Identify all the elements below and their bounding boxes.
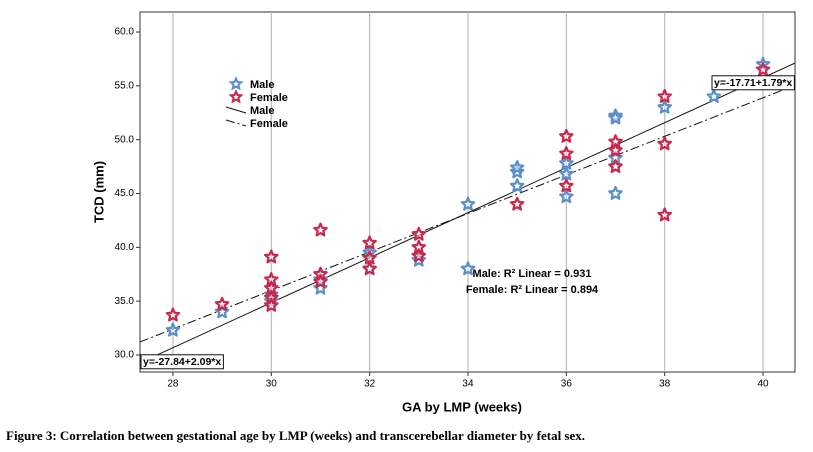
equation-box [140,354,224,370]
point [559,166,574,181]
point [313,222,328,237]
y-tick-label: 40.0 [115,242,135,253]
legend-label: Female [250,92,288,104]
point [362,261,377,276]
caption: Figure 3: Correlation between gestationa… [6,428,585,443]
point [657,99,672,114]
x-tick-label: 34 [462,379,474,390]
y-tick-label: 50.0 [115,134,135,145]
point [608,142,623,157]
point [559,128,574,143]
point [460,196,476,211]
fit-line [140,84,795,343]
x-tick-label: 30 [266,379,278,390]
point [264,249,279,264]
x-tick-label: 38 [659,379,671,390]
x-tick-label: 36 [561,379,573,390]
point [559,146,574,160]
point [411,248,427,263]
fit-line [140,62,795,364]
point [657,89,672,103]
point [559,178,574,193]
y-tick-label: 55.0 [115,80,135,91]
point [559,189,574,204]
point [755,62,771,77]
point [509,160,525,174]
point [362,250,377,265]
legend-line [225,106,247,114]
point [657,136,672,151]
r2-label: Female: R² Linear = 0.894 [466,284,599,296]
point [608,159,623,173]
point [411,226,427,241]
legend-label: Female [250,118,288,130]
x-tick-label: 32 [364,379,376,390]
point [460,261,476,276]
fit-equation: y=-17.71+1.79*x [714,77,792,89]
point [509,196,525,211]
point [706,89,722,103]
point [608,185,623,200]
point [214,296,230,311]
y-tick-label: 60.0 [115,27,135,38]
legend-label: Male [250,105,274,117]
legend-label: Male [250,79,274,91]
y-tick-label: 35.0 [115,296,135,307]
point [657,207,672,222]
fit-equation: y=-27.84+2.09*x [143,356,221,368]
point [362,235,377,250]
point [608,110,623,125]
x-tick-label: 28 [167,379,179,390]
legend-marker [228,75,244,91]
point [165,307,181,322]
point [509,178,525,193]
y-axis-label: TCD (mm) [91,161,106,223]
y-tick-label: 45.0 [115,188,135,199]
x-axis-label: GA by LMP (weeks) [402,399,522,414]
point [313,274,328,289]
point [165,322,181,337]
r2-label: Male: R² Linear = 0.931 [473,268,592,280]
x-tick-label: 40 [757,379,769,390]
legend-line [225,119,247,127]
legend-marker [228,88,244,104]
equation-box [711,75,795,91]
point [264,297,279,312]
y-tick-label: 30.0 [115,350,135,361]
point [559,155,574,170]
